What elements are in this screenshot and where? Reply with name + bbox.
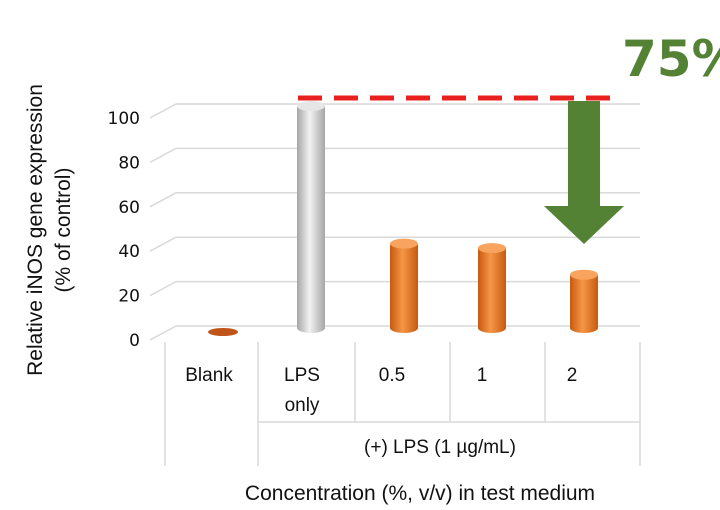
category-label: 1 [477,365,488,386]
bar [570,269,598,333]
y-tick-label: 80 [118,153,140,173]
bar [208,328,238,336]
reduction-arrow [544,101,624,244]
bar [390,238,418,333]
y-tick-label: 60 [118,198,140,218]
category-label: LPS [284,365,320,386]
bars [208,101,598,336]
y-tick-label: 0 [129,331,140,351]
bar [478,243,506,333]
y-tick-label: 100 [108,109,140,129]
reduction-annotation: 75% [622,30,720,88]
bar-body [390,243,418,333]
y-axis-label-line2: (% of control) [52,168,75,293]
category-label: 0.5 [379,365,405,386]
x-axis-label: Concentration (%, v/v) in test medium [245,482,595,505]
bar-cap [570,269,598,280]
bar-cap [297,101,325,111]
category-label: 2 [567,365,578,386]
gridline-diag [149,147,177,164]
group-label: (+) LPS (1 µg/mL) [364,437,516,458]
bar-cap [208,328,238,336]
y-tick-label: 20 [118,287,140,307]
category-label: Blank [185,365,233,386]
y-tick-label: 40 [118,242,140,262]
y-axis-label-line1: Relative iNOS gene expression [24,84,47,376]
gridline-diag [149,192,177,208]
bar [297,101,325,333]
gridline-diag [149,103,177,119]
y-axis-ticks: 0 20 40 60 80 100 [108,109,140,351]
down-arrow [544,101,624,244]
bar-cap [390,238,418,249]
category-table: Blank LPS only 0.5 1 2 [164,342,641,466]
gridline-diag [149,325,177,341]
bar-body [297,106,325,333]
gridline-diag [149,236,177,252]
gridline-diag [149,280,177,297]
bar-body [478,248,506,333]
gridlines [149,103,640,341]
bar-body [570,274,598,333]
bar-cap [478,243,506,254]
category-label: only [285,395,320,416]
